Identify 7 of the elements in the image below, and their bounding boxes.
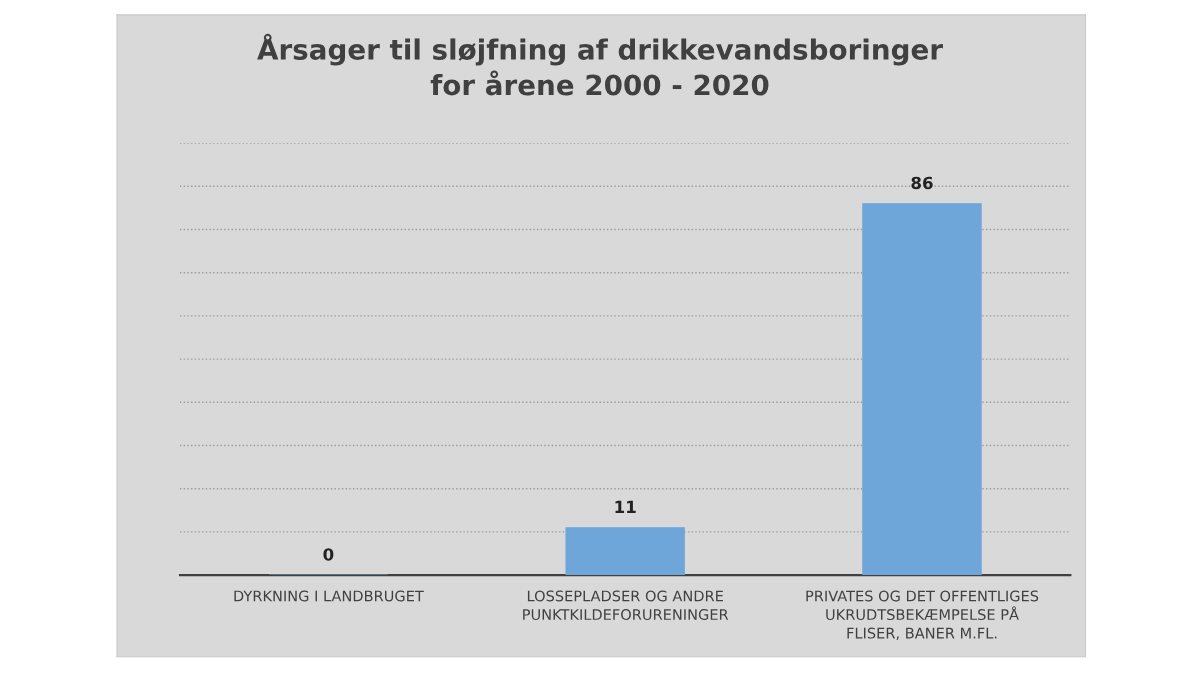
x-tick-label: LOSSEPLADSER OG ANDRE PUNKTKILDEFORURENINGER [523, 590, 729, 621]
x-tick-label: PRIVATES OG DET OFFENTLIGES UKRUDTSBEKÆMPELSE PÅ FLISER, BANER M.FL. [806, 590, 1039, 641]
data-label: 86 [911, 176, 933, 190]
chart-title: Årsager til sløjfning af drikkevandsboringer for årene 2000 - 2020 [257, 33, 943, 96]
x-tick-label: DYRKNING I LANDBRUGET [234, 590, 424, 602]
data-label: 0 [323, 548, 334, 561]
data-label: 11 [615, 500, 636, 513]
